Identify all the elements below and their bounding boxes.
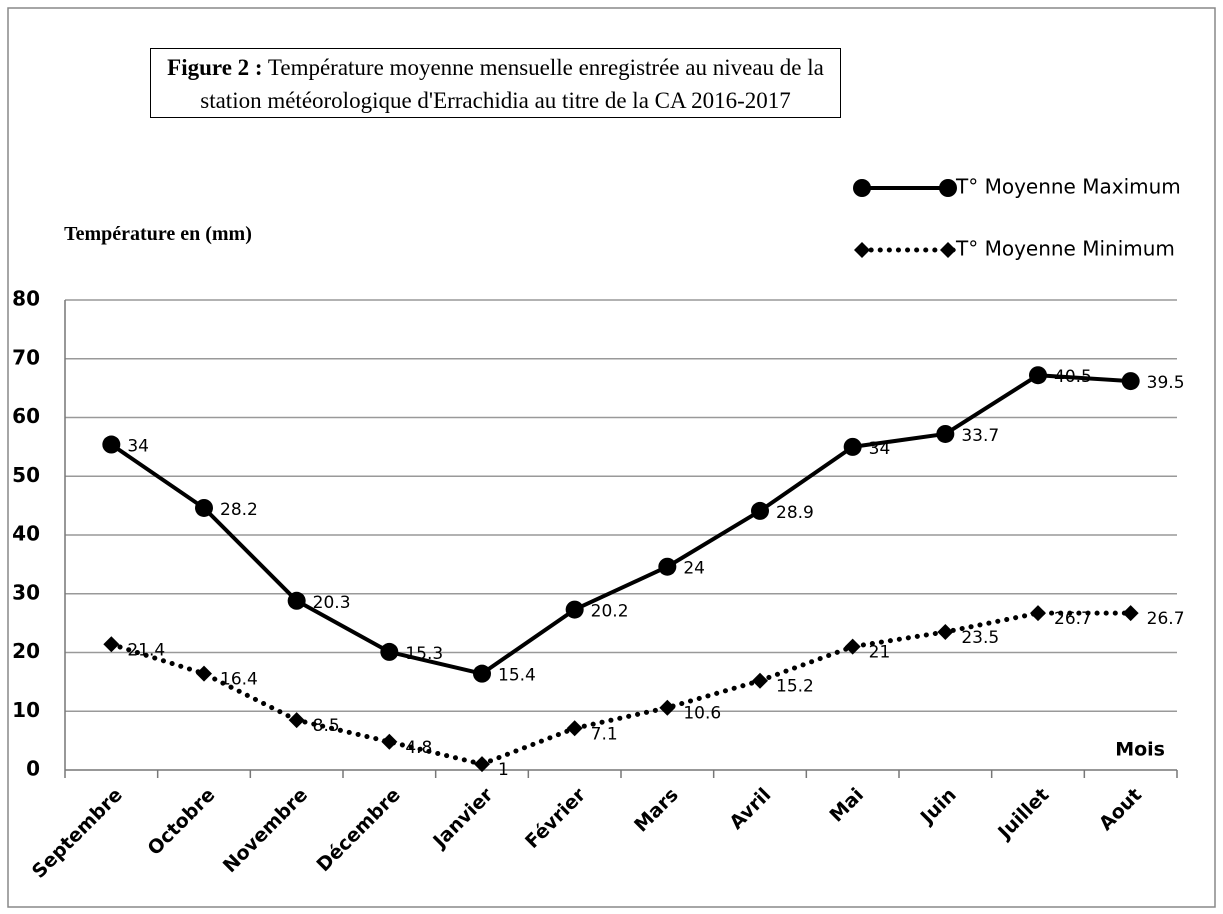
legend-marker bbox=[853, 179, 871, 197]
data-label: 40.5 bbox=[1054, 367, 1092, 387]
series-line bbox=[108, 610, 1134, 767]
legend-marker bbox=[939, 179, 957, 197]
series-line bbox=[110, 373, 1131, 676]
x-tick-label: Janvier bbox=[428, 783, 498, 853]
y-tick-label: 20 bbox=[12, 639, 40, 663]
data-label: 28.2 bbox=[220, 500, 258, 520]
data-label: 20.2 bbox=[591, 602, 629, 622]
data-label: 26.7 bbox=[1054, 609, 1092, 629]
data-label: 34 bbox=[869, 439, 891, 459]
data-point bbox=[380, 642, 399, 661]
data-point bbox=[473, 664, 491, 683]
data-label: 21.4 bbox=[127, 640, 165, 660]
data-label: 7.1 bbox=[591, 724, 618, 744]
y-tick-label: 30 bbox=[12, 580, 40, 604]
data-label: 28.9 bbox=[776, 503, 814, 523]
data-point bbox=[937, 623, 954, 640]
data-point bbox=[288, 712, 305, 729]
legend-marker bbox=[940, 242, 956, 258]
data-point bbox=[474, 756, 490, 773]
data-label: 15.4 bbox=[498, 666, 536, 686]
x-tick-label: Mai bbox=[825, 784, 868, 827]
data-label: 10.6 bbox=[683, 704, 721, 724]
y-tick-label: 80 bbox=[12, 287, 40, 311]
data-label: 26.7 bbox=[1147, 609, 1185, 629]
data-point bbox=[751, 501, 769, 520]
data-label: 16.4 bbox=[220, 670, 258, 690]
data-label: 15.2 bbox=[776, 677, 814, 697]
chart-title-box: Figure 2 : Température moyenne mensuelle… bbox=[150, 48, 841, 118]
data-point bbox=[565, 600, 584, 619]
data-label: 4.8 bbox=[405, 738, 432, 758]
y-tick-label: 60 bbox=[12, 404, 40, 428]
data-point bbox=[752, 672, 768, 689]
data-label: 20.3 bbox=[313, 593, 351, 613]
data-point bbox=[195, 498, 213, 517]
x-tick-label: Avril bbox=[725, 784, 775, 834]
data-label: 34 bbox=[127, 437, 149, 457]
data-label: 33.7 bbox=[961, 426, 999, 446]
data-point bbox=[844, 638, 861, 655]
data-label: 23.5 bbox=[961, 628, 999, 648]
legend-label: T° Moyenne Maximum bbox=[955, 175, 1181, 199]
data-label: 1 bbox=[498, 760, 509, 780]
x-tick-label: Juin bbox=[915, 784, 961, 830]
data-point bbox=[1029, 366, 1047, 385]
x-tick-label: Septembre bbox=[28, 784, 127, 883]
data-label: 21 bbox=[869, 643, 891, 663]
chart-title: Température moyenne mensuelle enregistré… bbox=[200, 55, 824, 113]
y-tick-label: 10 bbox=[12, 698, 40, 722]
x-axis-label: Mois bbox=[1115, 739, 1165, 761]
x-tick-label: Octobre bbox=[143, 784, 219, 860]
data-point bbox=[1122, 605, 1139, 622]
data-point bbox=[196, 665, 212, 682]
y-axis-label: Température en (mm) bbox=[64, 223, 252, 245]
data-point bbox=[658, 557, 677, 576]
y-tick-label: 70 bbox=[12, 345, 40, 369]
x-tick-label: Novembre bbox=[219, 784, 312, 877]
chart-border bbox=[7, 7, 1216, 908]
data-label: 8.5 bbox=[313, 716, 340, 736]
y-tick-label: 0 bbox=[26, 757, 40, 781]
figure-label: Figure 2 : bbox=[167, 55, 263, 80]
data-point bbox=[566, 720, 583, 737]
data-label: 24 bbox=[683, 559, 705, 579]
legend-label: T° Moyenne Minimum bbox=[955, 237, 1175, 261]
data-point bbox=[843, 437, 862, 456]
x-tick-label: Mars bbox=[630, 784, 683, 837]
x-tick-label: Février bbox=[521, 783, 590, 852]
data-point bbox=[1030, 605, 1046, 622]
data-point bbox=[103, 636, 120, 653]
y-tick-label: 50 bbox=[12, 463, 40, 487]
x-tick-label: Aout bbox=[1095, 784, 1146, 835]
data-label: 15.3 bbox=[405, 644, 443, 664]
x-tick-label: Juillet bbox=[993, 784, 1054, 845]
y-tick-label: 40 bbox=[12, 522, 40, 546]
data-point bbox=[102, 435, 121, 454]
data-label: 39.5 bbox=[1147, 373, 1185, 393]
legend-marker bbox=[854, 242, 870, 258]
data-point bbox=[287, 591, 306, 610]
data-point bbox=[936, 424, 955, 443]
data-point bbox=[381, 733, 398, 750]
data-point bbox=[1121, 372, 1140, 391]
data-point bbox=[659, 699, 676, 716]
x-tick-label: Décembre bbox=[313, 784, 405, 876]
